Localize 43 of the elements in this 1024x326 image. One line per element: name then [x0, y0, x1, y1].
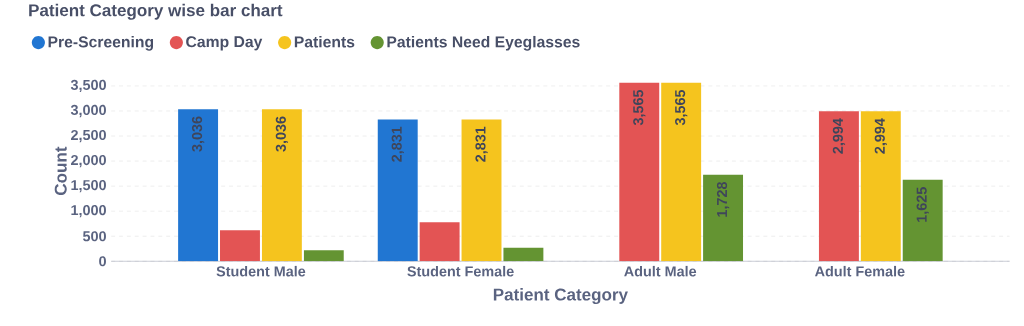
data-label: 1,728	[716, 181, 730, 217]
y-tick-label: 2,000	[71, 154, 106, 168]
legend-label: Patients Need Eyeglasses	[387, 35, 580, 51]
bar	[377, 119, 418, 262]
y-tick-label: 1,500	[71, 179, 106, 193]
bar	[419, 222, 460, 262]
y-tick-label: 3,000	[70, 104, 106, 118]
bar	[220, 230, 260, 262]
data-label: 2,994	[874, 118, 887, 154]
x-tick-label: Adult Male	[624, 265, 697, 277]
bar	[818, 111, 859, 262]
data-label: 2,831	[475, 126, 488, 162]
bar	[178, 109, 219, 262]
data-label: 2,994	[832, 118, 846, 154]
y-axis-title: Count	[54, 146, 67, 195]
data-label: 3,565	[675, 89, 688, 126]
legend-label: Patients	[294, 35, 355, 48]
bar	[661, 82, 702, 262]
y-tick-label: 500	[82, 231, 106, 242]
bar	[902, 179, 943, 262]
x-tick-label: Adult Female	[814, 265, 905, 277]
y-tick-label: 1,000	[71, 205, 106, 218]
x-tick-label: Student Female	[407, 265, 514, 277]
bar	[461, 119, 502, 262]
data-label: 1,625	[916, 187, 929, 222]
legend-label: Camp Day	[186, 36, 263, 51]
chart-title: Patient Category wise bar chart	[29, 3, 283, 20]
y-tick-label: 0	[99, 256, 106, 267]
data-label: 3,565	[633, 89, 646, 126]
bar	[503, 247, 544, 262]
y-tick-label: 3,500	[70, 79, 106, 93]
data-label: 3,036	[191, 116, 205, 152]
x-axis-title: Patient Category	[493, 288, 628, 304]
bar	[261, 109, 302, 262]
bar	[860, 111, 901, 262]
data-label: 3,036	[275, 116, 289, 152]
y-tick-label: 2,500	[71, 129, 106, 143]
bar	[703, 174, 744, 262]
bar	[619, 82, 660, 262]
legend-label: Pre-Screening	[48, 35, 154, 51]
x-tick-label: Student Male	[216, 265, 306, 277]
bar	[303, 250, 344, 262]
data-label: 2,831	[391, 126, 404, 162]
